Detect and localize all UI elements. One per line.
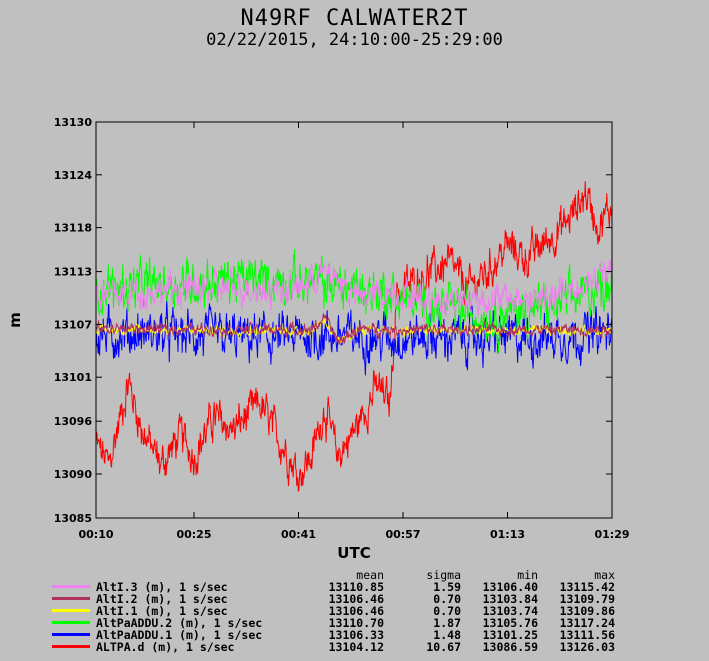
legend-swatch <box>52 609 90 612</box>
legend-max-value: 13111.56 <box>559 628 615 642</box>
legend-max-value: 13117.24 <box>559 616 615 630</box>
legend-series-name: AltI.3 (m), 1 s/sec <box>96 580 228 594</box>
legend-series-name: ALTPA.d (m), 1 s/sec <box>96 640 235 654</box>
legend-min-value: 13103.74 <box>482 604 538 618</box>
chart-subtitle: 02/22/2015, 24:10:00-25:29:00 <box>206 30 503 50</box>
legend-min-value: 13103.84 <box>482 592 538 606</box>
y-tick-label: 13101 <box>54 371 92 384</box>
x-tick-label: 01:13 <box>490 528 525 541</box>
x-tick-label: 00:57 <box>385 528 420 541</box>
legend-row: AltPaADDU.2 (m), 1 s/sec 13110.70 1.87 1310… <box>0 616 709 630</box>
legend-max-value: 13109.86 <box>559 604 615 618</box>
legend-series-name: AltPaADDU.2 (m), 1 s/sec <box>96 616 263 630</box>
legend-sigma-value: 1.59 <box>433 580 461 594</box>
legend-sigma-value: 1.48 <box>433 628 461 642</box>
series-line-5 <box>95 181 613 493</box>
legend-sigma-value: 1.87 <box>433 616 461 630</box>
legend-row: AltI.2 (m), 1 s/sec 13106.46 0.70 13103.84 1… <box>0 592 709 606</box>
x-tick-label: 00:25 <box>176 528 211 541</box>
series-line-1 <box>95 313 613 346</box>
legend-mean-value: 13104.12 <box>328 640 384 654</box>
header-sigma: sigma <box>426 568 461 582</box>
x-axis: 00:10 00:25 00:41 00:57 01:13 01:29 <box>78 122 630 541</box>
legend-sigma-value: 0.70 <box>433 604 461 618</box>
y-axis-label: m <box>6 312 24 328</box>
legend-min-value: 13086.59 <box>482 640 538 654</box>
legend-swatch <box>52 621 90 624</box>
legend-max-value: 13115.42 <box>559 580 615 594</box>
legend-mean-value: 13110.70 <box>328 616 384 630</box>
x-tick-label: 01:29 <box>594 528 629 541</box>
series-line-0 <box>95 258 613 323</box>
header-min: min <box>517 568 538 582</box>
legend-series-name: AltPaADDU.1 (m), 1 s/sec <box>96 628 263 642</box>
y-tick-label: 13096 <box>54 415 93 428</box>
series-traces <box>95 181 613 493</box>
x-tick-label: 00:10 <box>78 528 113 541</box>
y-tick-label: 13113 <box>54 266 92 279</box>
y-tick-label: 13090 <box>54 468 93 481</box>
legend-sigma-value: 10.67 <box>426 640 461 654</box>
y-tick-label: 13085 <box>54 512 92 525</box>
legend-row: AltI.1 (m), 1 s/sec 13106.46 0.70 13103.74 1… <box>0 604 709 618</box>
legend-mean-value: 13106.33 <box>328 628 384 642</box>
legend-row: AltI.3 (m), 1 s/sec 13110.85 1.59 13106.40 1… <box>0 580 709 594</box>
chart-title: N49RF CALWATER2T <box>240 6 469 31</box>
legend-series-name: AltI.1 (m), 1 s/sec <box>96 604 228 618</box>
legend-mean-value: 13106.46 <box>328 592 384 606</box>
y-tick-label: 13124 <box>54 169 93 182</box>
legend-row: ALTPA.d (m), 1 s/sec 13104.12 10.67 13086.5… <box>0 640 709 654</box>
x-axis-label: UTC <box>337 544 370 562</box>
x-tick-label: 00:41 <box>281 528 316 541</box>
legend-header: mean sigma min max <box>0 568 709 582</box>
legend-swatch <box>52 585 90 588</box>
y-tick-label: 13107 <box>54 318 92 331</box>
series-line-3 <box>95 249 613 353</box>
legend-max-value: 13126.03 <box>559 640 615 654</box>
legend-min-value: 13101.25 <box>482 628 538 642</box>
y-tick-label: 13130 <box>54 116 93 129</box>
legend-max-value: 13109.79 <box>559 592 615 606</box>
legend-sigma-value: 0.70 <box>433 592 461 606</box>
header-max: max <box>594 568 615 582</box>
legend-swatch <box>52 645 90 648</box>
legend-swatch <box>52 597 90 600</box>
legend-swatch <box>52 633 90 636</box>
legend-mean-value: 13110.85 <box>328 580 384 594</box>
legend-series-name: AltI.2 (m), 1 s/sec <box>96 592 228 606</box>
legend-mean-value: 13106.46 <box>328 604 384 618</box>
legend-min-value: 13105.76 <box>482 616 538 630</box>
legend-row: AltPaADDU.1 (m), 1 s/sec 13106.33 1.48 1310… <box>0 628 709 642</box>
y-axis: 13085 13090 13096 13101 13107 13113 13118 13124… <box>54 116 612 525</box>
legend-min-value: 13106.40 <box>482 580 538 594</box>
plot-frame <box>95 121 613 519</box>
y-tick-label: 13118 <box>54 222 92 235</box>
header-mean: mean <box>356 568 384 582</box>
